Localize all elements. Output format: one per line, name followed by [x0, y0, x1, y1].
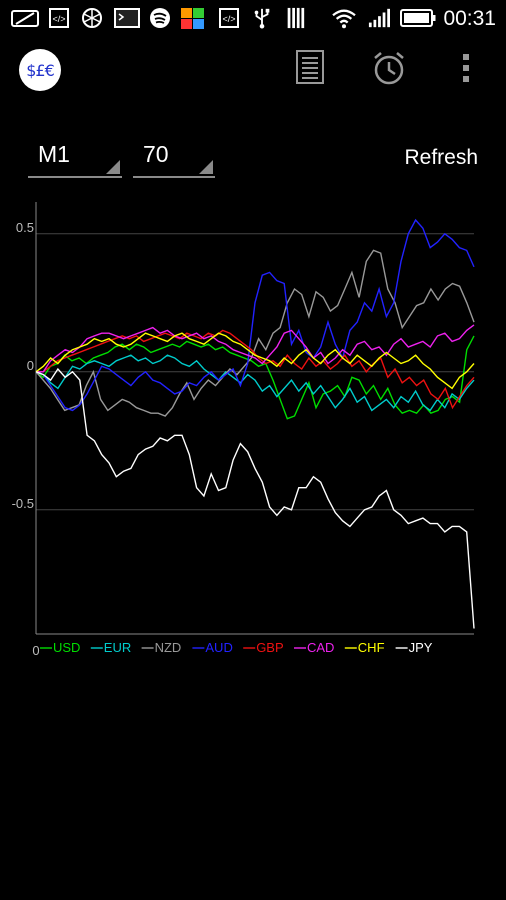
period-spinner[interactable]: 70	[133, 138, 215, 178]
svg-text:</>: </>	[52, 14, 65, 24]
legend-label-usd: USD	[53, 640, 80, 655]
y-tick-label: 0	[27, 358, 34, 373]
legend-label-chf: CHF	[358, 640, 385, 655]
legend-label-gbp: GBP	[256, 640, 283, 655]
code-icon: </>	[219, 8, 239, 28]
series-line-gbp	[36, 329, 475, 410]
series-line-jpy	[35, 367, 475, 629]
y-tick-label: 0.5	[16, 220, 34, 235]
app-logo[interactable]: $£€	[19, 49, 61, 91]
app-grid-icon	[181, 8, 204, 29]
period-value: 70	[143, 141, 169, 167]
orange-app-icon	[82, 8, 102, 28]
series-line-nzd	[35, 249, 475, 417]
legend-label-cad: CAD	[307, 640, 334, 655]
no-sim-icon	[11, 10, 39, 27]
code-icon: </>	[49, 8, 69, 28]
terminal-icon	[114, 8, 140, 28]
sd-card-icon	[287, 7, 305, 29]
series-line-chf	[35, 332, 475, 390]
y-tick-label: -0.5	[12, 496, 34, 511]
usb-icon	[254, 8, 270, 29]
legend-label-eur: EUR	[104, 640, 131, 655]
legend-label-nzd: NZD	[155, 640, 182, 655]
alarm-icon[interactable]	[372, 50, 406, 86]
list-icon[interactable]	[296, 50, 324, 84]
status-bar: </> </> 00:31	[0, 0, 506, 36]
currency-strength-chart: 0.5 0 -0.5 0 USD EUR NZD AUD GBP CAD CHF JPY	[12, 202, 475, 658]
svg-text:</>: </>	[222, 14, 235, 24]
series-line-cad	[36, 324, 475, 373]
timeframe-value: M1	[38, 141, 70, 167]
dropdown-triangle-icon	[106, 160, 120, 174]
app-bar: $£€	[0, 36, 506, 104]
refresh-button[interactable]: Refresh	[404, 146, 478, 169]
series-line-eur	[35, 354, 475, 412]
battery-icon	[400, 9, 436, 27]
x-origin-label: 0	[32, 643, 39, 658]
legend-label-aud: AUD	[205, 640, 232, 655]
legend-label-jpy: JPY	[409, 640, 433, 655]
overflow-menu-icon[interactable]	[460, 52, 472, 84]
series-line-usd	[35, 335, 475, 420]
wifi-icon	[332, 9, 356, 29]
spotify-icon	[150, 8, 170, 28]
signal-icon	[368, 8, 390, 28]
timeframe-spinner[interactable]: M1	[28, 138, 122, 178]
dropdown-triangle-icon	[199, 160, 213, 174]
series-line-aud	[35, 218, 475, 412]
clock: 00:31	[443, 7, 496, 30]
